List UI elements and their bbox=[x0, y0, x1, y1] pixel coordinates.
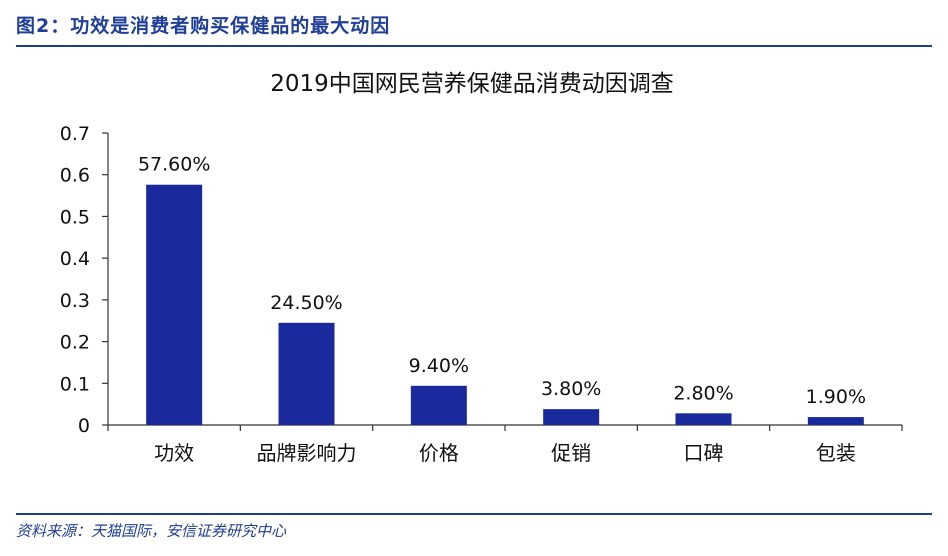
category-label: 功效 bbox=[154, 441, 194, 465]
data-label: 1.90% bbox=[806, 386, 866, 408]
header-divider bbox=[16, 45, 932, 47]
footer-divider bbox=[16, 513, 932, 515]
y-tick-label: 0.1 bbox=[60, 373, 90, 395]
bar-5 bbox=[675, 413, 732, 425]
y-tick-label: 0.4 bbox=[60, 248, 90, 270]
data-label: 2.80% bbox=[673, 382, 733, 404]
bar-3 bbox=[410, 385, 467, 425]
bars bbox=[146, 184, 864, 425]
bar-6 bbox=[807, 417, 864, 425]
y-tick-label: 0.2 bbox=[60, 332, 90, 354]
category-label: 价格 bbox=[419, 441, 459, 465]
y-axis: 0 0.1 0.2 0.3 0.4 0.5 0.6 0.7 bbox=[60, 123, 109, 437]
bar-1 bbox=[146, 184, 203, 425]
data-label: 9.40% bbox=[409, 355, 469, 377]
figure-header: 图2：功效是消费者购买保健品的最大动因 bbox=[16, 15, 391, 37]
category-label: 品牌影响力 bbox=[257, 441, 357, 465]
y-tick-label: 0.5 bbox=[60, 206, 90, 228]
bar-4 bbox=[543, 409, 600, 425]
bar-chart: 2019中国网民营养保健品消费动因调查 00.10.20.30.40.50.60… bbox=[60, 71, 903, 465]
y-tick-label: 0 bbox=[78, 415, 90, 437]
data-labels: 57.60% 24.50% 9.40% 3.80% 2.80% 1.90% bbox=[138, 154, 866, 408]
category-labels: 功效 品牌影响力 价格 促销 口碑 包装 bbox=[154, 441, 856, 465]
data-label: 24.50% bbox=[270, 292, 342, 314]
y-tick-label: 0.7 bbox=[60, 123, 90, 145]
x-axis bbox=[107, 424, 903, 431]
data-label: 3.80% bbox=[541, 378, 601, 400]
bar-2 bbox=[278, 322, 335, 425]
chart-title: 2019中国网民营养保健品消费动因调查 bbox=[270, 71, 674, 97]
y-tick-label: 0.3 bbox=[60, 290, 90, 312]
data-label: 57.60% bbox=[138, 154, 210, 176]
category-label: 促销 bbox=[551, 441, 591, 465]
source-note: 资料来源：天猫国际，安信证券研究中心 bbox=[16, 522, 287, 540]
category-label: 包装 bbox=[816, 441, 856, 465]
y-tick-label: 0.6 bbox=[60, 165, 90, 187]
category-label: 口碑 bbox=[684, 441, 724, 465]
